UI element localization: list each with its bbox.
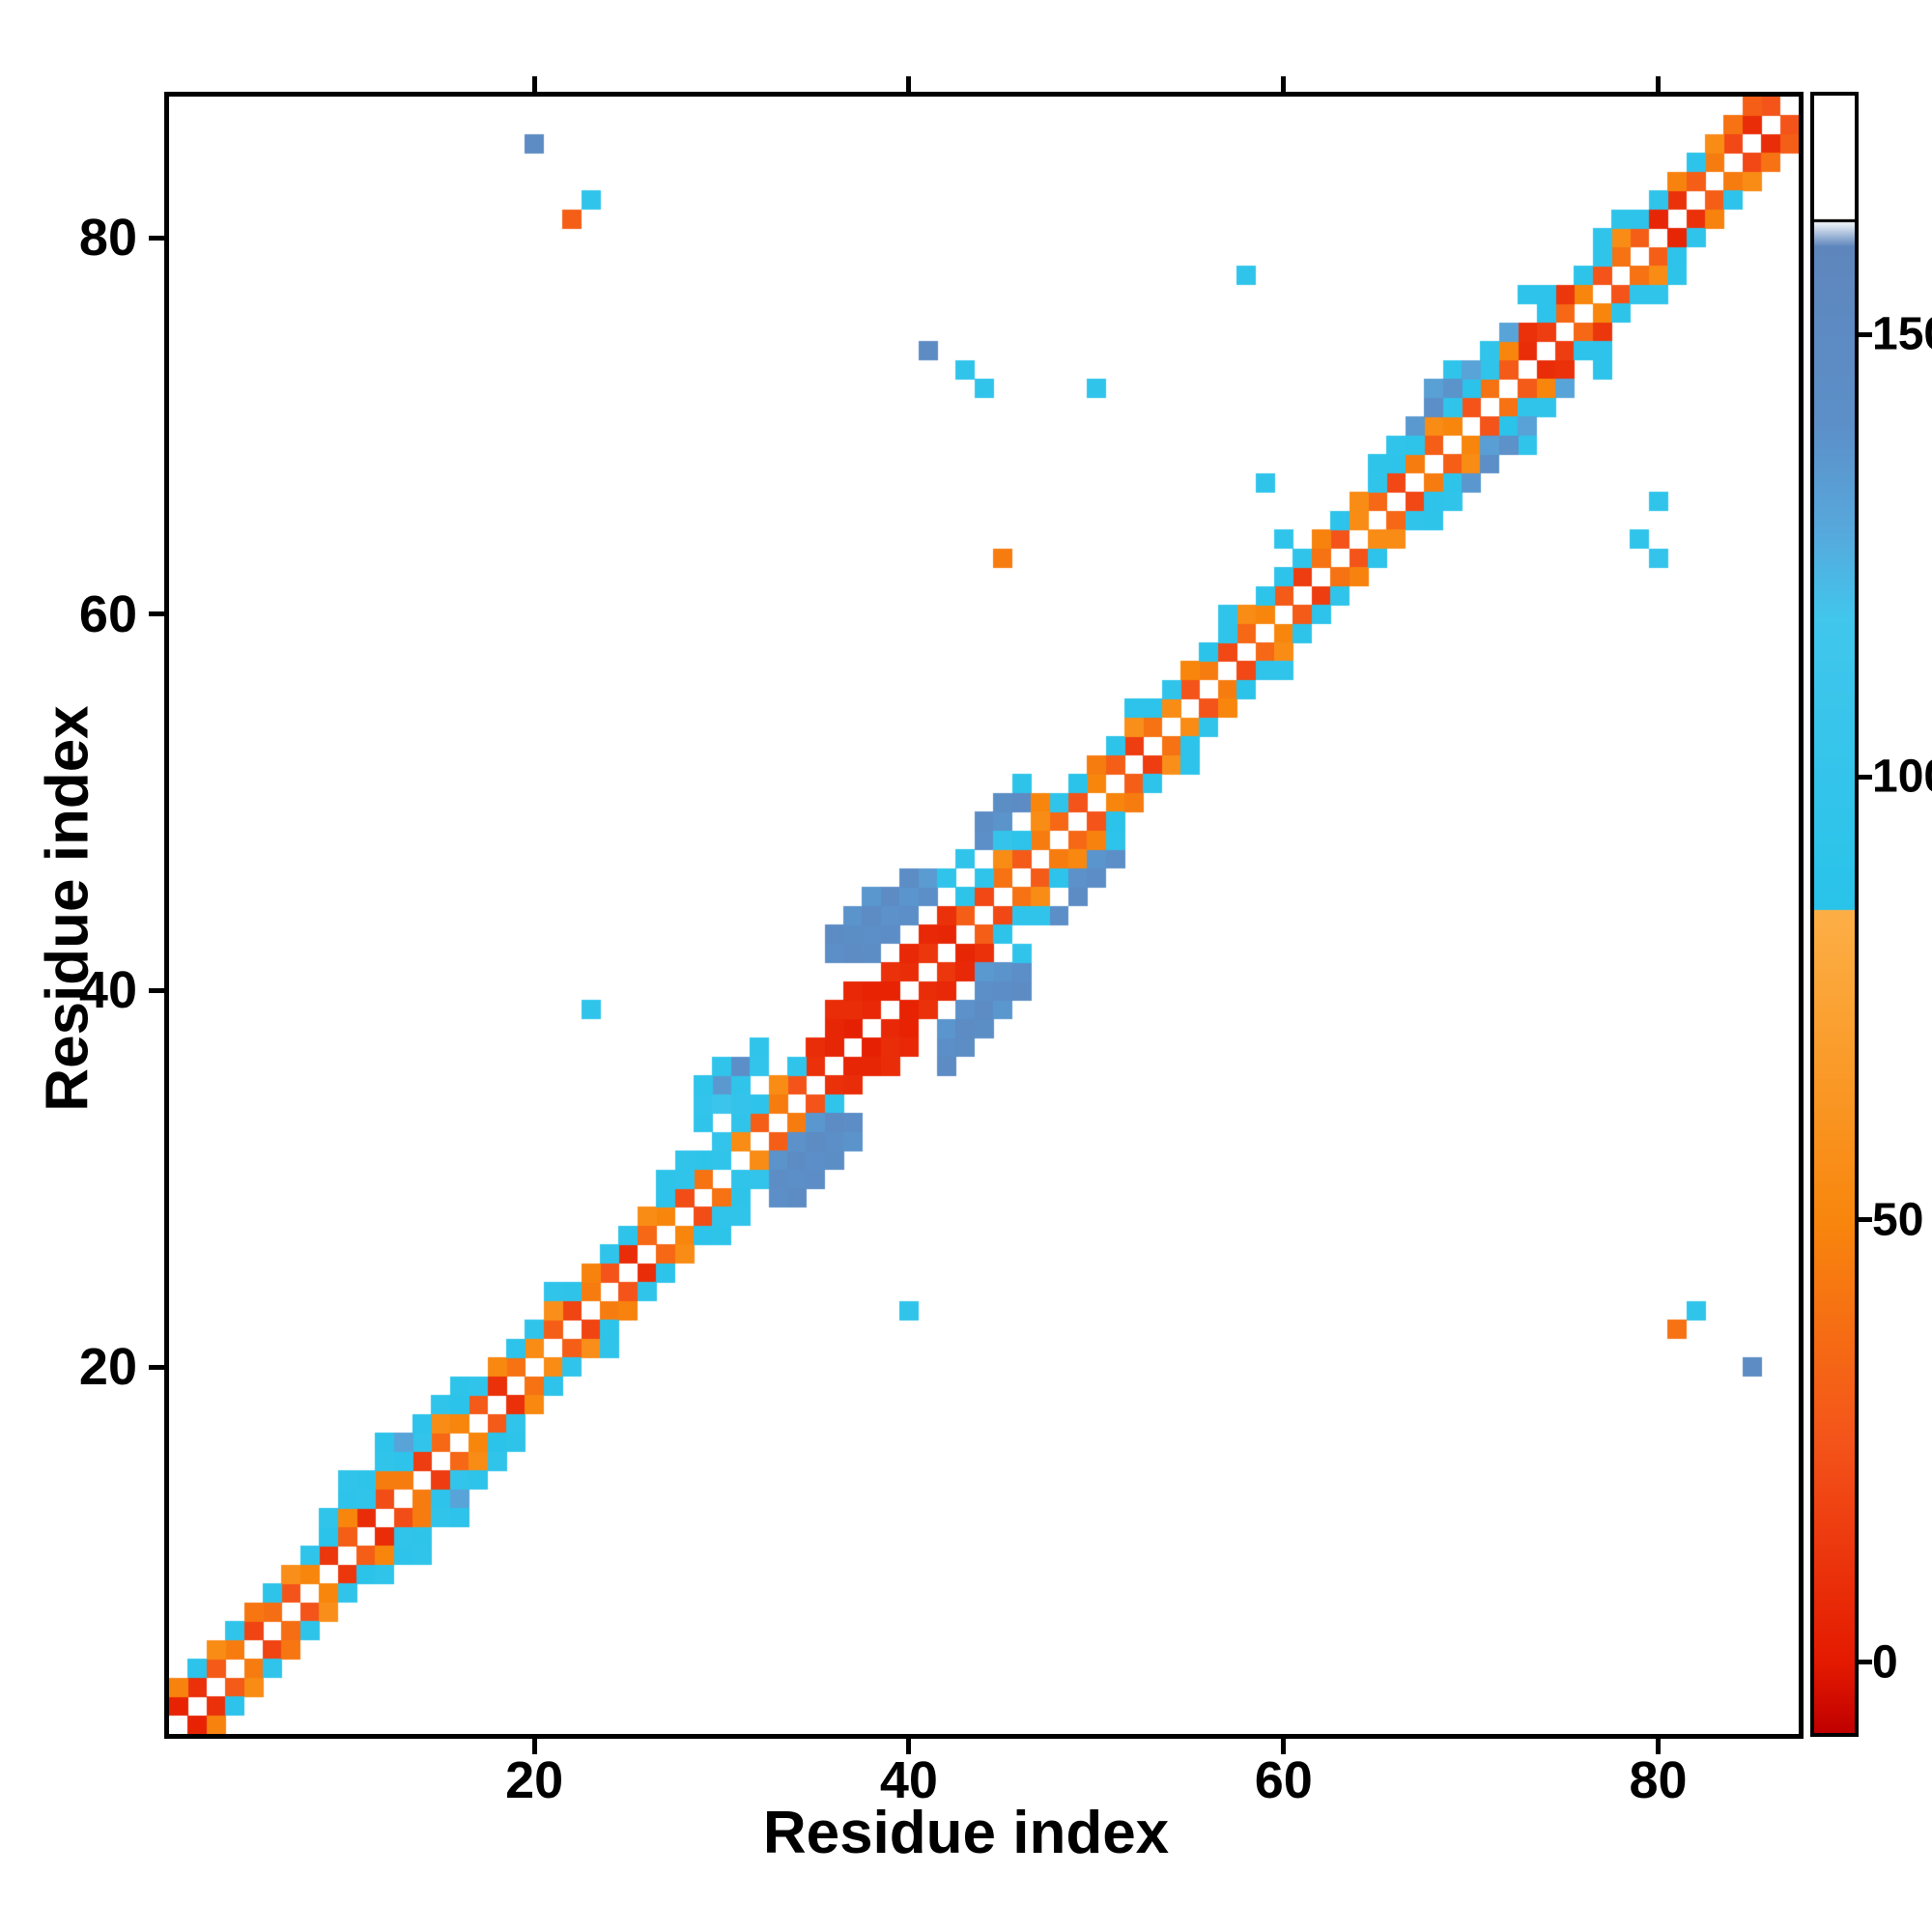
colorbar-canvas (1814, 96, 1855, 1733)
x-tick-label: 20 (505, 1751, 564, 1809)
colorbar-tick-mark (1859, 1660, 1872, 1665)
y-tick-label: 20 (78, 1338, 137, 1397)
y-tick-mark (149, 611, 164, 617)
y-tick-label: 80 (78, 209, 137, 268)
x-top-tick-mark (1656, 76, 1662, 92)
x-tick-label: 60 (1254, 1751, 1313, 1809)
colorbar-tick-mark (1859, 774, 1872, 780)
x-top-tick-mark (906, 76, 912, 92)
x-axis-label: Residue index (762, 1800, 1170, 1866)
plot-frame (164, 92, 1804, 1739)
colorbar-frame (1810, 92, 1859, 1737)
y-tick-mark (149, 987, 164, 993)
x-top-tick-mark (531, 76, 537, 92)
colorbar-tick-label: 50 (1872, 1194, 1924, 1246)
y-tick-label: 40 (78, 961, 137, 1020)
x-tick-label: 80 (1629, 1751, 1688, 1809)
colorbar-tick-mark (1859, 331, 1872, 337)
x-tick-mark (1281, 1739, 1287, 1754)
x-tick-mark (531, 1739, 537, 1754)
y-tick-mark (149, 1364, 164, 1370)
colorbar-tick-label: 150 (1872, 308, 1932, 360)
y-tick-label: 60 (78, 584, 137, 643)
colorbar-tick-label: 100 (1872, 751, 1932, 803)
y-tick-mark (149, 235, 164, 241)
heatmap-canvas (169, 97, 1799, 1734)
x-tick-mark (906, 1739, 912, 1754)
colorbar-tick-label: 0 (1872, 1636, 1898, 1689)
x-top-tick-mark (1281, 76, 1287, 92)
colorbar-tick-mark (1859, 1217, 1872, 1223)
x-tick-label: 40 (879, 1751, 938, 1809)
x-tick-mark (1656, 1739, 1662, 1754)
